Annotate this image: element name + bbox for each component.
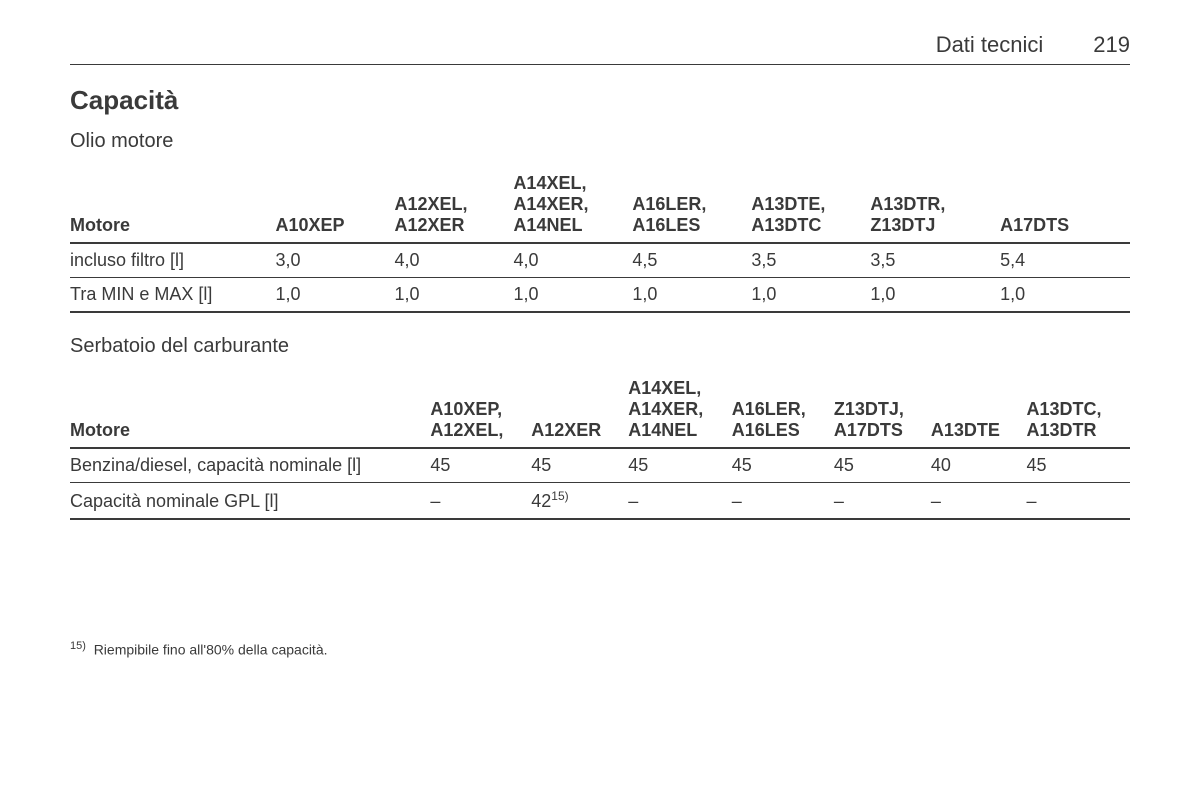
cell-value: 4,0	[394, 243, 513, 278]
cell-value: –	[628, 483, 732, 520]
cell-value: 3,5	[751, 243, 870, 278]
table-row: MotoreA10XEPA12XEL,A12XERA14XEL,A14XER,A…	[70, 167, 1130, 243]
column-header: A13DTE	[931, 372, 1027, 448]
cell-value: 1,0	[276, 278, 395, 313]
page-header: Dati tecnici 219	[70, 32, 1130, 65]
cell-value: 4,5	[632, 243, 751, 278]
column-header: Motore	[70, 372, 430, 448]
table-row: Benzina/diesel, capacità nominale [l]454…	[70, 448, 1130, 483]
column-header: A12XER	[531, 372, 628, 448]
cell-value: –	[430, 483, 531, 520]
cell-value: 1,0	[513, 278, 632, 313]
engine-oil-table: MotoreA10XEPA12XEL,A12XERA14XEL,A14XER,A…	[70, 167, 1130, 313]
cell-value: –	[1026, 483, 1130, 520]
page-title: Capacità	[70, 85, 1130, 116]
cell-value: 5,4	[1000, 243, 1130, 278]
cell-value: 45	[430, 448, 531, 483]
table-row: incluso filtro [l]3,04,04,04,53,53,55,4	[70, 243, 1130, 278]
cell-value: 40	[931, 448, 1027, 483]
column-header: Z13DTJ,A17DTS	[834, 372, 931, 448]
table1-subtitle: Olio motore	[70, 130, 1130, 153]
column-header: A16LER,A16LES	[632, 167, 751, 243]
cell-value: 45	[531, 448, 628, 483]
cell-value: –	[931, 483, 1027, 520]
column-header: A14XEL,A14XER,A14NEL	[513, 167, 632, 243]
cell-value: 1,0	[394, 278, 513, 313]
column-header: A12XEL,A12XER	[394, 167, 513, 243]
table2-subtitle: Serbatoio del carburante	[70, 335, 1130, 358]
table-row: Capacità nominale GPL [l]–4215)–––––	[70, 483, 1130, 520]
cell-value: –	[732, 483, 834, 520]
cell-value: 45	[732, 448, 834, 483]
row-label: Tra MIN e MAX [l]	[70, 278, 276, 313]
cell-value: 3,0	[276, 243, 395, 278]
row-label: incluso filtro [l]	[70, 243, 276, 278]
column-header: A16LER,A16LES	[732, 372, 834, 448]
cell-value: 4,0	[513, 243, 632, 278]
column-header: A13DTC,A13DTR	[1026, 372, 1130, 448]
page-number: 219	[1093, 32, 1130, 58]
cell-value: 4215)	[531, 483, 628, 520]
cell-value: 1,0	[870, 278, 1000, 313]
table-row: MotoreA10XEP,A12XEL,A12XERA14XEL,A14XER,…	[70, 372, 1130, 448]
cell-value: 3,5	[870, 243, 1000, 278]
column-header: A13DTE,A13DTC	[751, 167, 870, 243]
column-header: Motore	[70, 167, 276, 243]
footnote: 15) Riempibile fino all'80% della capaci…	[70, 640, 1130, 658]
cell-value: –	[834, 483, 931, 520]
cell-value: 45	[1026, 448, 1130, 483]
column-header: A17DTS	[1000, 167, 1130, 243]
cell-value: 1,0	[751, 278, 870, 313]
fuel-tank-table: MotoreA10XEP,A12XEL,A12XERA14XEL,A14XER,…	[70, 372, 1130, 520]
table-row: Tra MIN e MAX [l]1,01,01,01,01,01,01,0	[70, 278, 1130, 313]
page-container: Dati tecnici 219 Capacità Olio motore Mo…	[0, 0, 1200, 678]
section-name: Dati tecnici	[936, 32, 1044, 58]
cell-value: 1,0	[1000, 278, 1130, 313]
footnote-marker: 15)	[70, 640, 86, 652]
cell-value: 1,0	[632, 278, 751, 313]
column-header: A14XEL,A14XER,A14NEL	[628, 372, 732, 448]
column-header: A10XEP,A12XEL,	[430, 372, 531, 448]
cell-value: 45	[628, 448, 732, 483]
row-label: Capacità nominale GPL [l]	[70, 483, 430, 520]
column-header: A10XEP	[276, 167, 395, 243]
footnote-text: Riempibile fino all'80% della capacità.	[94, 642, 328, 658]
row-label: Benzina/diesel, capacità nominale [l]	[70, 448, 430, 483]
column-header: A13DTR,Z13DTJ	[870, 167, 1000, 243]
cell-value: 45	[834, 448, 931, 483]
